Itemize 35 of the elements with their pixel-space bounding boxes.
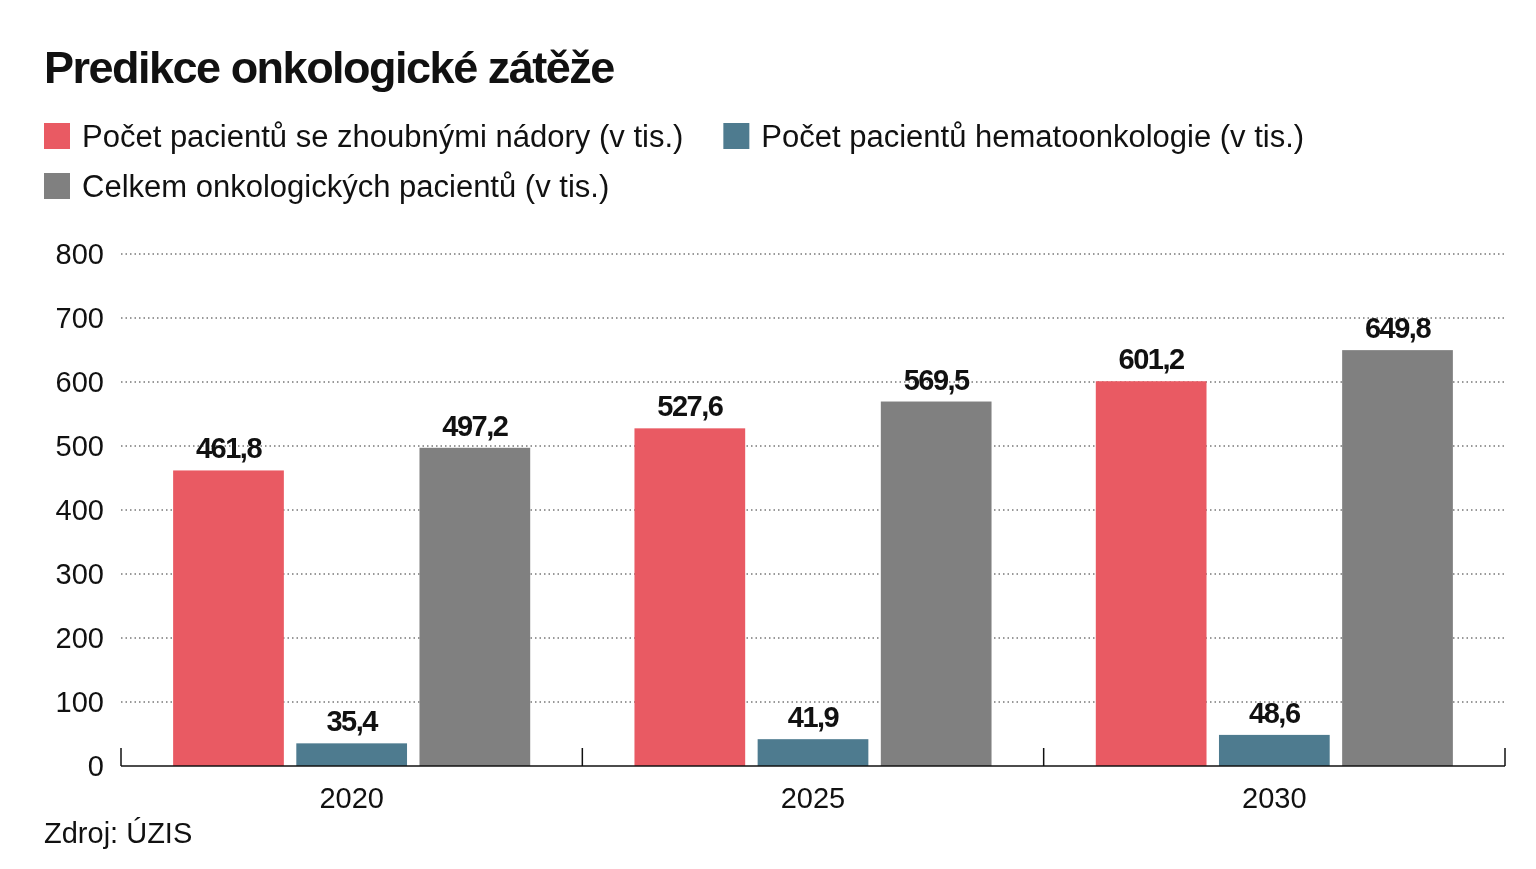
data-label: 649,8 [1364, 312, 1432, 345]
y-tick-label: 800 [55, 238, 104, 270]
data-label: 41,9 [787, 701, 840, 734]
data-label: 35,4 [326, 705, 379, 738]
y-tick-label: 100 [55, 686, 104, 718]
data-label: 527,6 [657, 390, 724, 423]
y-tick-label: 400 [55, 494, 104, 526]
data-label: 601,2 [1118, 343, 1185, 376]
bar [757, 739, 869, 766]
data-label: 569,5 [903, 363, 971, 396]
data-label: 497,2 [442, 409, 508, 442]
y-tick-label: 500 [55, 430, 104, 462]
y-tick-label: 300 [55, 558, 104, 590]
y-tick-label: 700 [55, 302, 104, 334]
data-label: 48,6 [1249, 696, 1301, 729]
bar [1095, 381, 1207, 766]
y-tick-label: 200 [55, 622, 104, 654]
legend-label: Počet pacientů se zhoubnými nádory (v tis.) [82, 119, 684, 154]
y-tick-label: 0 [87, 750, 104, 782]
bar [1218, 734, 1330, 766]
data-label: 461,8 [195, 432, 263, 465]
bar [173, 470, 284, 766]
x-tick-label: 2030 [1242, 782, 1307, 814]
bar [419, 447, 531, 766]
x-tick-label: 2025 [780, 782, 846, 814]
bar [880, 401, 992, 766]
x-tick-label: 2020 [319, 782, 384, 814]
y-tick-label: 600 [55, 366, 104, 398]
bar [1342, 350, 1453, 766]
legend-label: Celkem onkologických pacientů (v tis.) [82, 169, 610, 204]
bar [634, 428, 746, 766]
chart-title: Predikce onkologické zátěže [44, 42, 615, 93]
legend-label: Počet pacientů hematoonkologie (v tis.) [761, 119, 1305, 154]
bar [296, 743, 408, 766]
text: Zdroj: ÚZIS [44, 817, 193, 849]
